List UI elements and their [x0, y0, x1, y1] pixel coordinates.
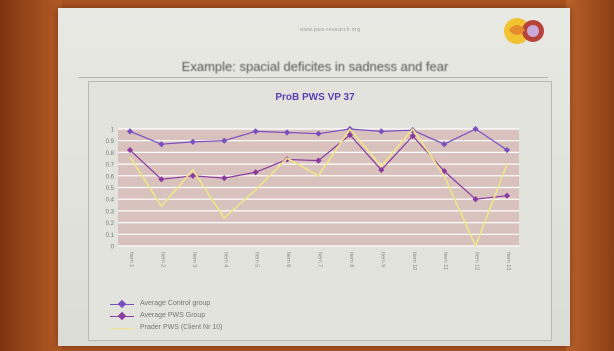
y-tick-label: 0.3: [106, 209, 115, 215]
legend-label-client: Prader PWS (Client Nr 10): [140, 324, 223, 331]
data-point-series-0: [189, 138, 196, 145]
chart-title: ProB PWS VP 37: [275, 92, 355, 103]
y-tick-label: 0.6: [106, 174, 115, 180]
slide-title: Example: spacial deficites in sadness an…: [181, 59, 449, 74]
data-point-series-0: [126, 128, 134, 135]
data-point-series-1: [126, 146, 134, 154]
data-point-series-1: [189, 172, 196, 179]
wall-left: [0, 0, 62, 351]
legend-label-control: Average Control group: [140, 300, 211, 307]
x-tick-label: Item 5: [254, 252, 260, 267]
x-tick-label: Item 7: [317, 252, 323, 267]
y-tick-label: 0.4: [106, 198, 115, 204]
x-tick-label: Item 8: [348, 252, 354, 267]
y-tick-label: 0.8: [106, 151, 115, 157]
legend-label-pws: Average PWS Group: [140, 312, 206, 319]
data-point-series-1: [221, 175, 228, 182]
y-tick-label: 0.5: [106, 186, 115, 192]
x-tick-label: Item 2: [159, 252, 165, 267]
x-tick-label: Item 9: [379, 252, 385, 267]
data-point-series-0: [441, 141, 448, 148]
x-tick-label: Item 11: [442, 252, 448, 270]
y-tick-label: 1: [111, 128, 115, 134]
x-tick-label: Item 3: [191, 252, 197, 267]
x-tick-label: Item 12: [474, 252, 480, 270]
x-tick-label: Item 1: [128, 252, 134, 267]
legend-item-pws: Average PWS Group: [96, 310, 306, 322]
y-tick-label: 0.1: [106, 233, 115, 239]
data-point-series-1: [346, 131, 354, 138]
y-tick-label: 0.2: [106, 221, 115, 227]
x-tick-label: Item 10: [411, 252, 417, 270]
y-tick-label: 0.9: [106, 139, 115, 145]
legend-item-control: Average Control group: [96, 298, 306, 310]
y-tick-label: 0: [111, 245, 115, 251]
y-tick-label: 0.7: [106, 163, 115, 169]
x-tick-label: Item 4: [222, 252, 228, 267]
legend-item-client: Prader PWS (Client Nr 10): [96, 322, 306, 334]
data-point-series-0: [158, 141, 165, 148]
header-note: www.pws-research.org: [300, 27, 361, 33]
x-tick-label: Item 13: [505, 252, 511, 270]
title-rule: [78, 77, 548, 78]
chart-legend: Average Control group Average PWS Group …: [96, 298, 306, 338]
x-tick-label: Item 6: [285, 252, 291, 267]
series-line-2: [129, 128, 508, 247]
wall-right: [566, 0, 614, 351]
data-point-series-0: [221, 137, 228, 144]
logo-icon: [504, 18, 544, 44]
